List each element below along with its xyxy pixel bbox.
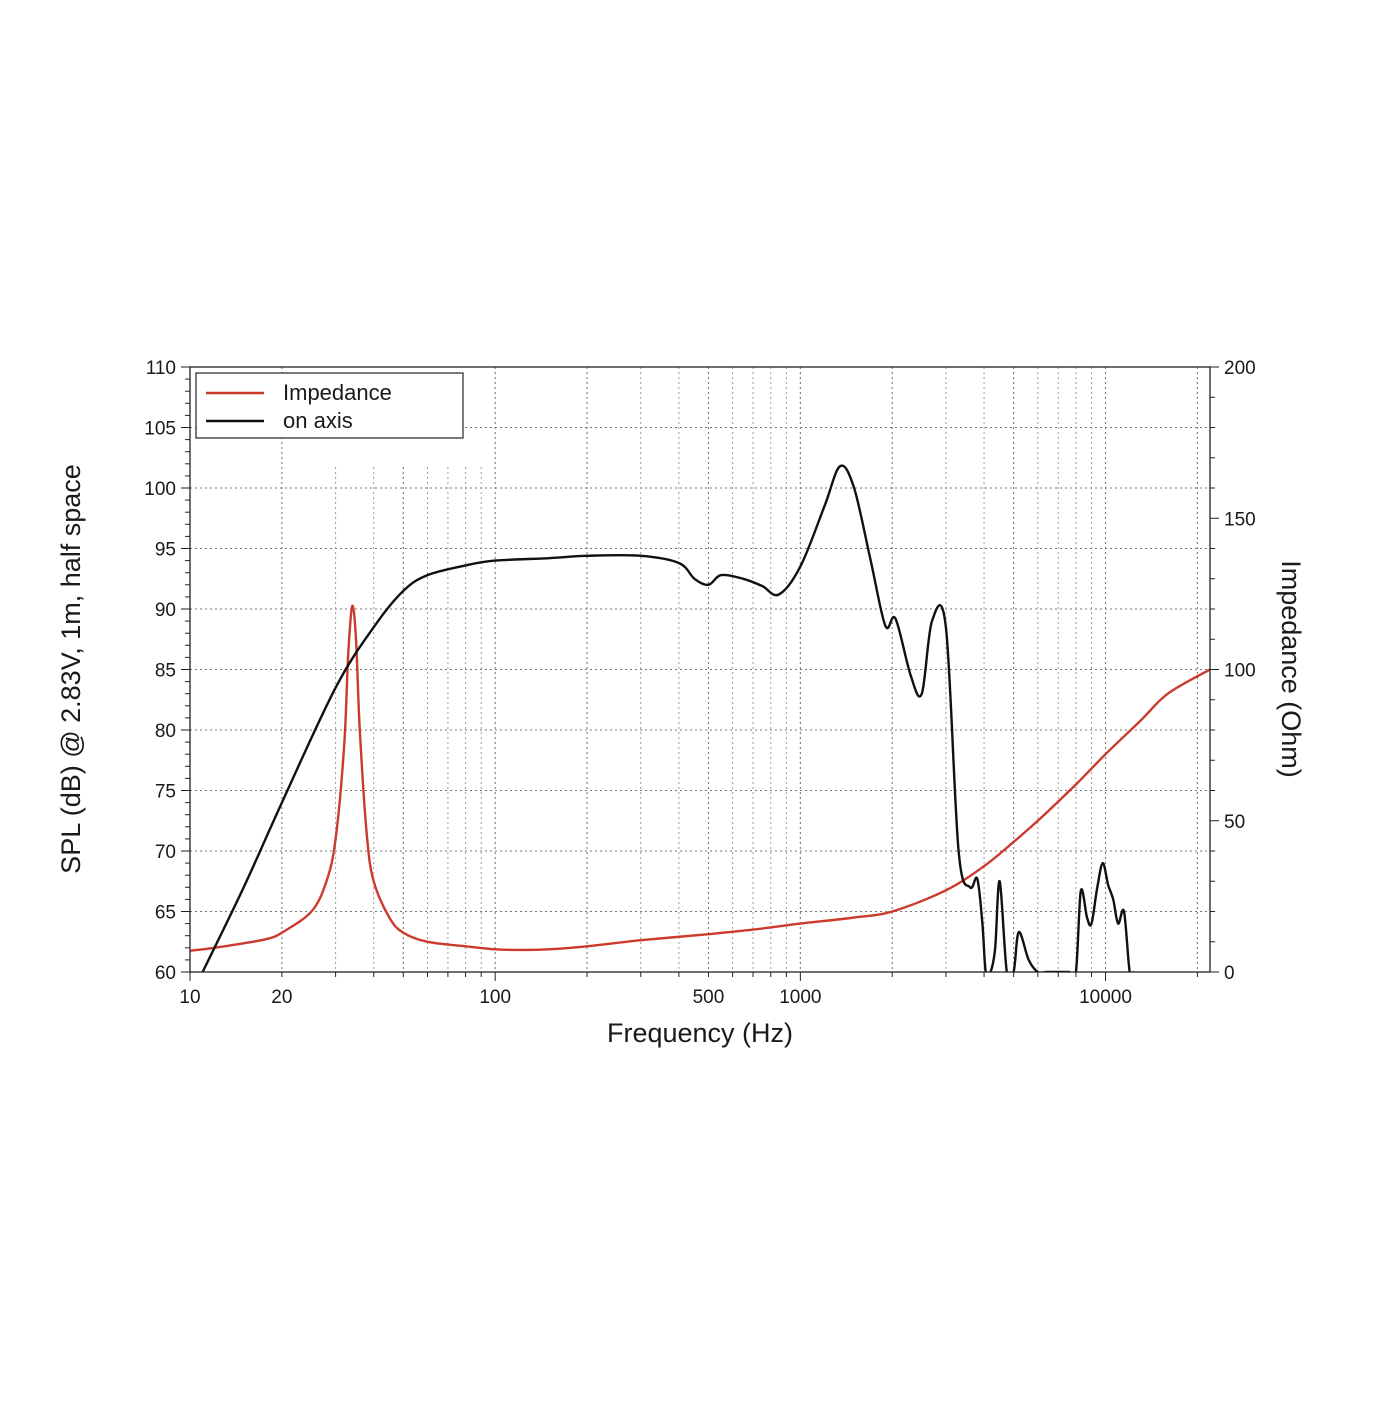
x-tick-label: 10 (179, 987, 200, 1008)
x-tick-label: 500 (693, 987, 725, 1008)
y-right-tick-label: 0 (1224, 963, 1235, 984)
series-layer (190, 464, 1210, 972)
grid-layer (190, 367, 1210, 972)
y-axis-left-title: SPL (dB) @ 2.83V, 1m, half space (56, 464, 86, 874)
series-line-on-axis (201, 464, 1136, 972)
y-right-tick-label: 150 (1224, 509, 1256, 530)
y-left-tick-label: 85 (155, 661, 176, 682)
y-right-tick-label: 200 (1224, 358, 1256, 379)
tick-layer: 60 65 70 75 80 85 90 95 100 105 110 0 50 100 150 200 10 2… (144, 358, 1255, 1008)
y-left-tick-label: 100 (144, 479, 176, 500)
y-axis-right-title: Impedance (Ohm) (1276, 560, 1306, 778)
legend-label-on-axis: on axis (283, 408, 353, 433)
y-right-tick-label: 100 (1224, 661, 1256, 682)
y-left-tick-label: 70 (155, 842, 176, 863)
y-left-tick-label: 95 (155, 540, 176, 561)
y-left-tick-label: 80 (155, 721, 176, 742)
legend: Impedance on axis (195, 372, 464, 439)
x-tick-label: 20 (271, 987, 292, 1008)
x-tick-label: 10000 (1079, 987, 1132, 1008)
y-right-tick-label: 50 (1224, 812, 1245, 833)
y-left-tick-label: 60 (155, 963, 176, 984)
y-left-tick-label: 110 (146, 358, 176, 379)
legend-box (195, 372, 464, 439)
series-line-impedance (190, 604, 1210, 952)
x-axis-title: Frequency (Hz) (607, 1018, 793, 1048)
x-tick-label: 100 (479, 987, 511, 1008)
label-layer: Frequency (Hz) SPL (dB) @ 2.83V, 1m, hal… (56, 464, 1306, 1048)
legend-label-impedance: Impedance (283, 380, 392, 405)
y-left-tick-label: 75 (155, 782, 176, 803)
y-left-tick-label: 105 (144, 419, 176, 440)
y-left-tick-label: 90 (155, 600, 176, 621)
y-left-tick-label: 65 (155, 903, 176, 924)
x-tick-label: 1000 (779, 987, 821, 1008)
